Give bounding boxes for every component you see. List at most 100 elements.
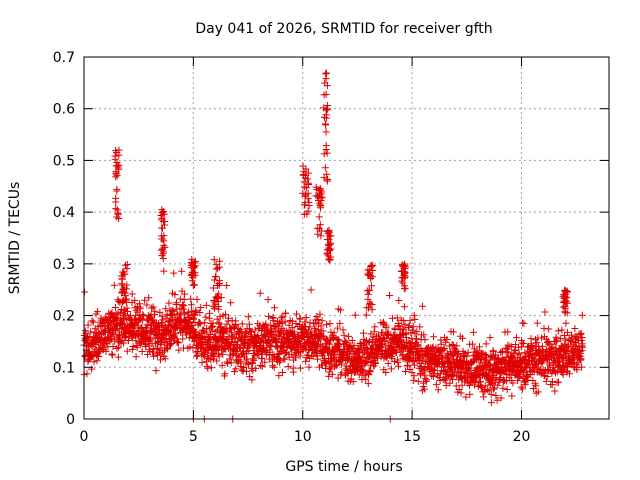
data-point [111,152,119,160]
data-point [466,390,474,398]
data-point [364,380,372,388]
data-point [327,232,335,240]
data-point [162,314,170,322]
data-point [549,343,557,351]
data-point [399,317,407,325]
data-point [123,304,131,312]
data-point [517,383,525,391]
data-point [157,211,165,219]
data-point [315,225,323,233]
data-point [122,261,130,269]
data-point [302,171,310,179]
data-point [336,319,344,327]
data-point [371,323,379,331]
data-point [315,213,323,221]
data-point [162,305,170,313]
data-point [213,294,221,302]
data-point [192,308,200,316]
data-point [482,351,490,359]
data-point [139,311,147,319]
data-point [470,328,478,336]
data-point [293,349,301,357]
data-point [330,329,338,337]
data-point [322,70,330,78]
data-point [244,359,252,367]
data-point [459,334,467,342]
data-point [320,150,328,158]
data-point [395,296,403,304]
data-point [292,354,300,362]
data-point [242,330,250,338]
data-point [323,321,331,329]
data-point [527,367,535,375]
data-point [157,235,165,243]
data-point [293,310,301,318]
data-point [442,381,450,389]
data-point [221,310,229,318]
data-point [250,356,258,364]
data-point [94,308,102,316]
data-point [174,339,182,347]
data-point [369,261,377,269]
data-point [434,386,442,394]
data-point [212,272,220,280]
data-point [340,331,348,339]
data-point [520,340,528,348]
data-point [509,379,517,387]
data-point [277,314,285,322]
data-point [367,282,375,290]
data-point [401,367,409,375]
data-point [284,363,292,371]
data-point [355,371,363,379]
data-point [224,314,232,322]
data-point [508,392,516,400]
data-point [359,329,367,337]
data-point [494,381,502,389]
data-point [122,296,130,304]
data-point [504,328,512,336]
data-point [422,377,430,385]
data-point [158,312,166,320]
data-point [398,277,406,285]
data-point [322,128,330,136]
data-point [201,319,209,327]
data-point [216,257,224,265]
data-point [344,370,352,378]
x-tick-label: 5 [189,429,198,445]
data-point [440,366,448,374]
data-point [270,304,278,312]
data-point [267,321,275,329]
data-point [288,324,296,332]
data-point [112,326,120,334]
plot-frame [83,56,610,420]
data-point [188,260,196,268]
data-point [508,343,516,351]
data-point [251,326,259,334]
data-point [114,353,122,361]
data-point [579,343,587,351]
data-point [369,333,377,341]
data-point [551,387,559,395]
data-point [299,189,307,197]
data-point [453,342,461,350]
data-point [170,310,178,318]
data-point [322,106,330,114]
data-point [223,282,231,290]
data-point [421,371,429,379]
data-point [548,377,556,385]
data-point [474,364,482,372]
data-point [561,302,569,310]
data-point [159,245,167,253]
data-point [160,267,168,275]
data-point [265,312,273,320]
data-point [131,297,139,305]
data-point [165,299,173,307]
data-point [121,292,129,300]
data-point [208,322,216,330]
data-point [404,362,412,370]
data-point [316,221,324,229]
data-point [152,367,160,375]
data-point [326,256,334,264]
data-point [440,344,448,352]
data-point [545,325,553,333]
